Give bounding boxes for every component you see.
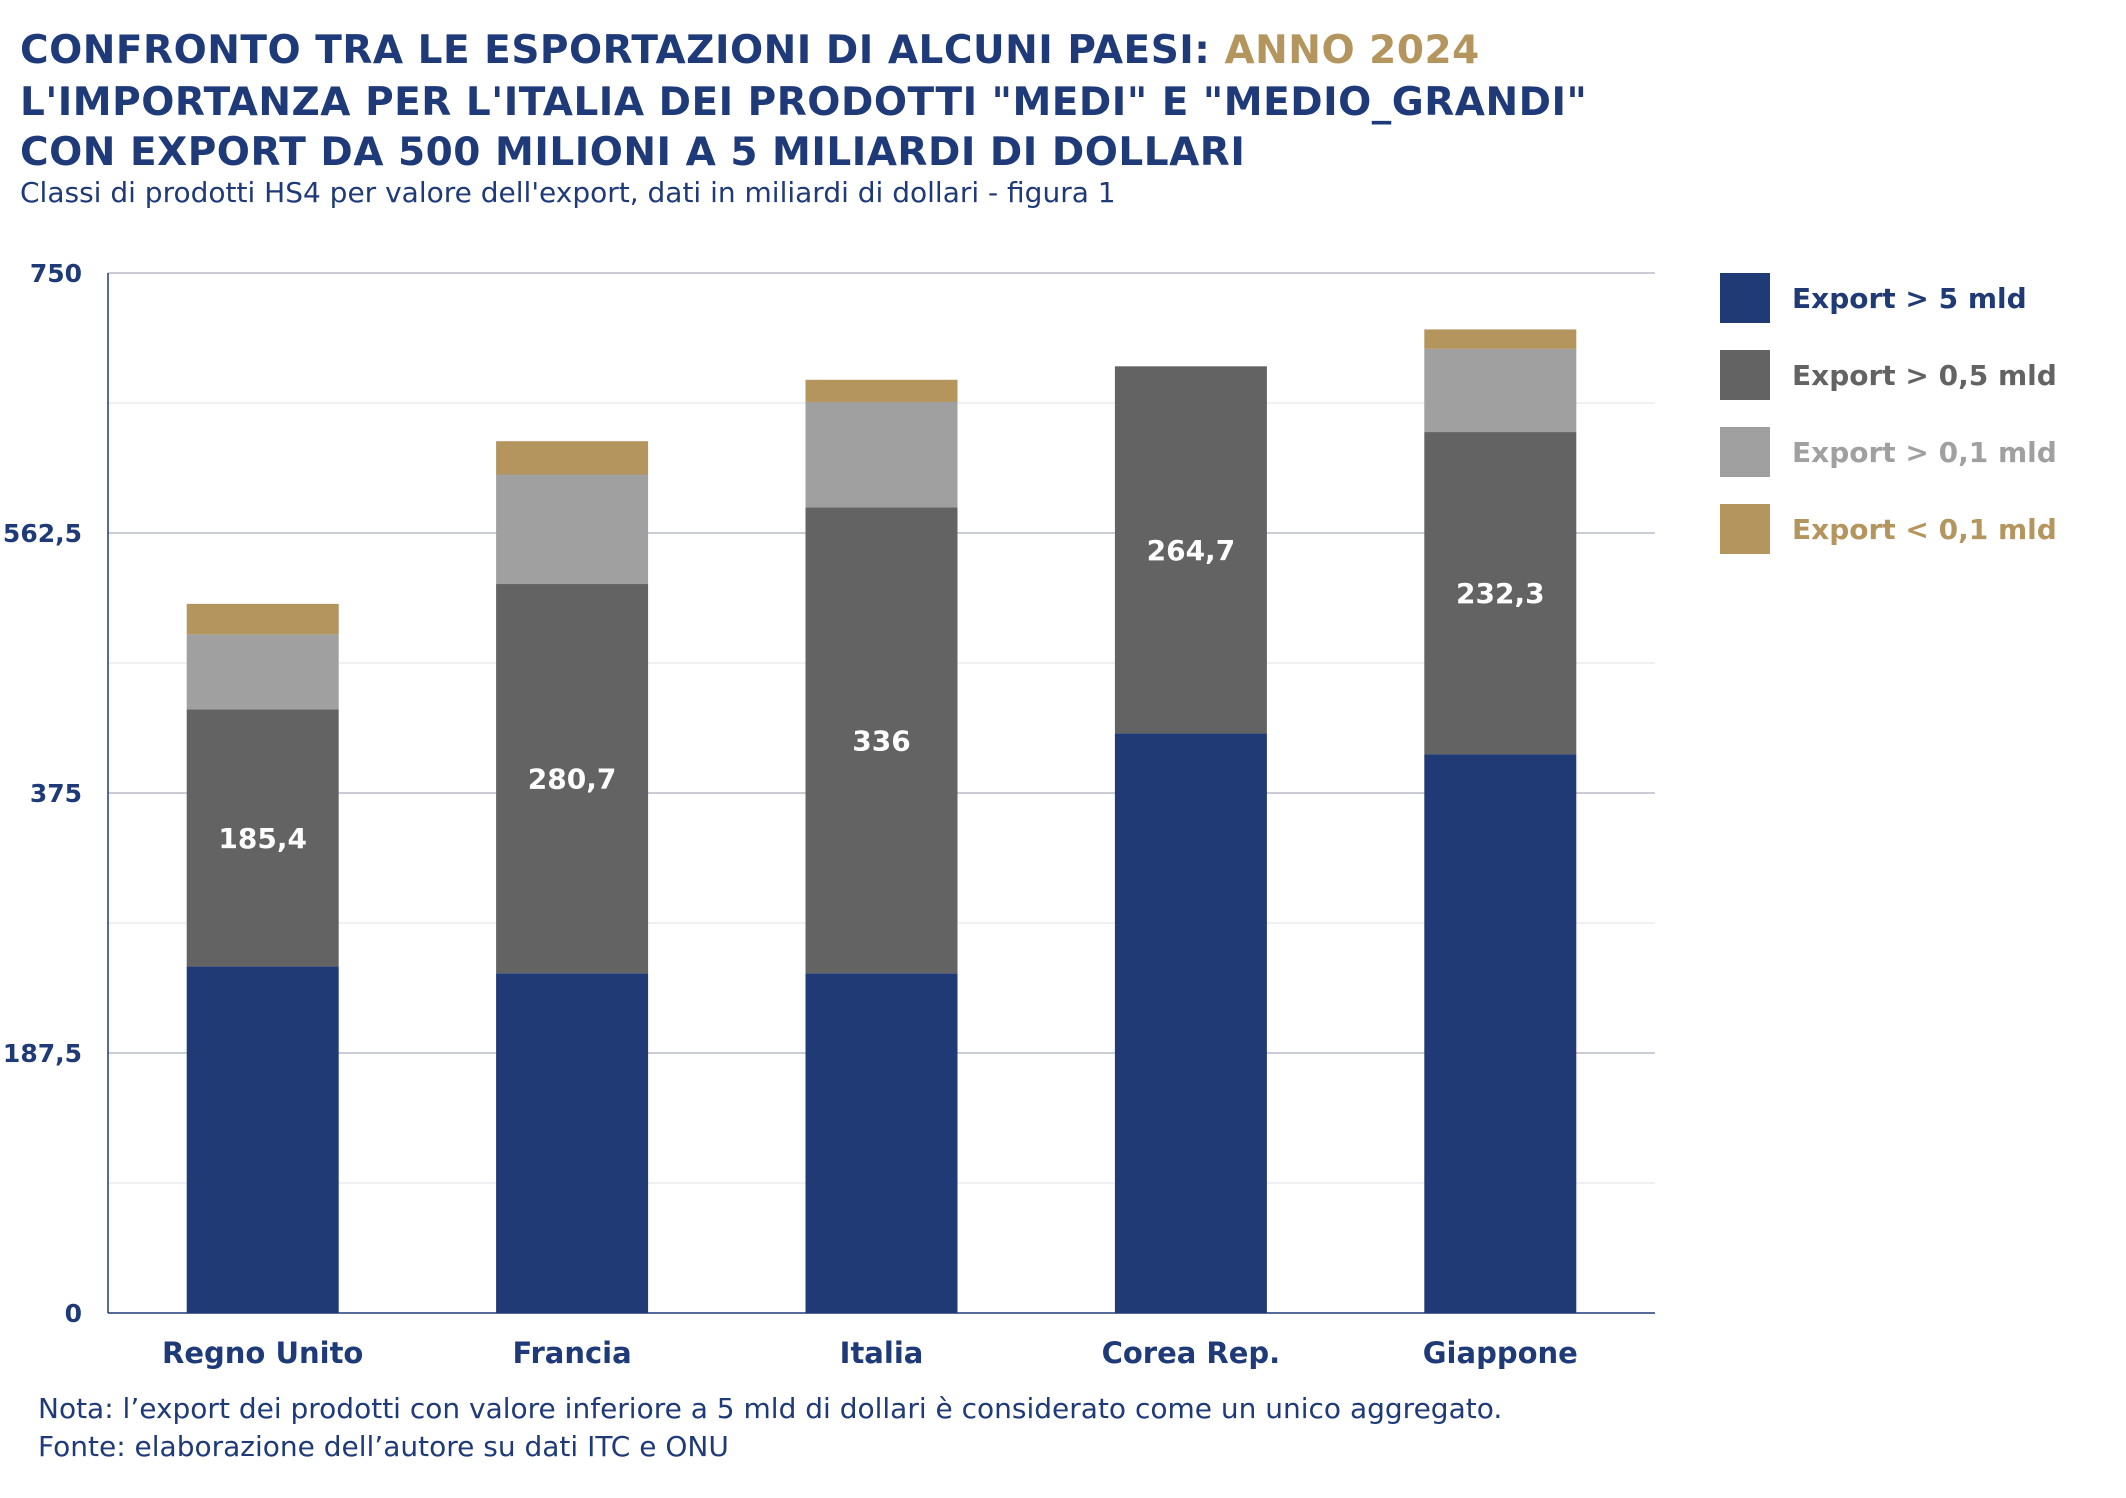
- bar-segment: [496, 474, 649, 585]
- y-tick-label: 562,5: [3, 519, 82, 548]
- title-year-accent: ANNO 2024: [1224, 28, 1480, 73]
- bar-segment: [805, 401, 958, 508]
- bar-segment: [1424, 329, 1577, 349]
- y-tick-label: 750: [30, 259, 82, 288]
- x-tick-label: Giappone: [1423, 1336, 1578, 1370]
- legend-swatch: [1720, 427, 1770, 477]
- data-label: 336: [852, 724, 910, 757]
- chart-legend: Export > 5 mld Export > 0,5 mld Export > 0…: [1720, 272, 2120, 580]
- bar-segment: [186, 966, 339, 1313]
- legend-item: Export > 5 mld: [1720, 272, 2120, 324]
- legend-item: Export > 0,5 mld: [1720, 349, 2120, 401]
- bar-segment: [805, 507, 958, 974]
- data-label: 185,4: [218, 822, 307, 855]
- bar-segment: [186, 634, 339, 710]
- bar-segment: [496, 584, 649, 974]
- data-label: 264,7: [1147, 534, 1236, 567]
- y-tick-label: 187,5: [3, 1039, 82, 1068]
- bar-segment: [186, 603, 339, 635]
- chart-title-line-1: CONFRONTO TRA LE ESPORTAZIONI DI ALCUNI …: [20, 28, 1480, 73]
- bar-segment: [496, 973, 649, 1313]
- bar-segment: [1114, 733, 1267, 1313]
- bar-segment: [1424, 754, 1577, 1313]
- legend-label: Export > 0,1 mld: [1792, 435, 2057, 469]
- x-tick-label: Italia: [840, 1336, 924, 1370]
- legend-label: Export > 0,5 mld: [1792, 358, 2057, 392]
- legend-label: Export < 0,1 mld: [1792, 512, 2057, 546]
- footnote: Nota: l’export dei prodotti con valore i…: [38, 1392, 1503, 1425]
- bar-segment: [1114, 366, 1267, 734]
- x-tick-label: Francia: [513, 1336, 632, 1370]
- data-label: 280,7: [528, 763, 617, 796]
- bar-segment: [1424, 348, 1577, 433]
- x-tick-label: Corea Rep.: [1102, 1336, 1281, 1370]
- bar-segment: [1424, 432, 1577, 755]
- bar-segment: [805, 973, 958, 1313]
- y-tick-label: 375: [30, 779, 82, 808]
- x-tick-label: Regno Unito: [162, 1336, 363, 1370]
- legend-label: Export > 5 mld: [1792, 281, 2027, 315]
- chart-title-line-2: L'IMPORTANZA PER L'ITALIA DEI PRODOTTI "…: [20, 80, 1588, 125]
- title-line-1-text: CONFRONTO TRA LE ESPORTAZIONI DI ALCUNI …: [20, 28, 1211, 73]
- y-tick-label: 0: [65, 1299, 82, 1328]
- chart-title-line-3: CON EXPORT DA 500 MILIONI A 5 MILIARDI D…: [20, 130, 1246, 175]
- chart-subtitle: Classi di prodotti HS4 per valore dell'e…: [20, 176, 1116, 209]
- legend-item: Export < 0,1 mld: [1720, 503, 2120, 555]
- bar-segment: [496, 441, 649, 475]
- legend-item: Export > 0,1 mld: [1720, 426, 2120, 478]
- bar-segment: [805, 379, 958, 402]
- legend-swatch: [1720, 273, 1770, 323]
- legend-swatch: [1720, 350, 1770, 400]
- data-label: 232,3: [1456, 577, 1545, 610]
- legend-swatch: [1720, 504, 1770, 554]
- source-note: Fonte: elaborazione dell’autore su dati …: [38, 1430, 729, 1463]
- bar-segment: [186, 709, 339, 967]
